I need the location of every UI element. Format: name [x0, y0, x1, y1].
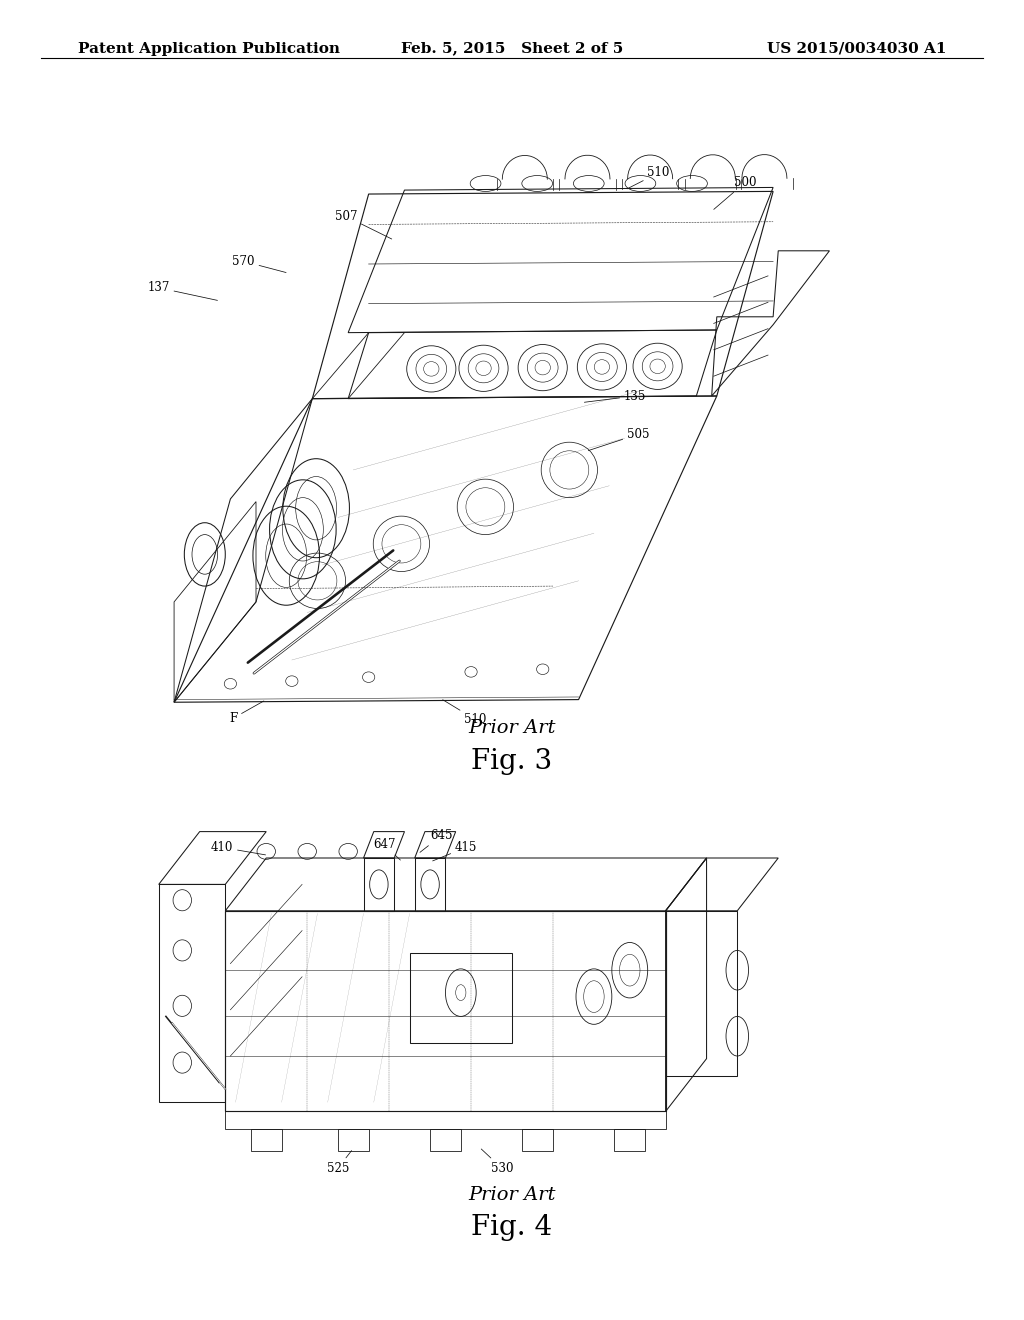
Text: 505: 505 — [589, 428, 649, 450]
Text: 500: 500 — [714, 176, 757, 210]
Text: F: F — [229, 701, 264, 725]
Text: 135: 135 — [585, 389, 646, 403]
Text: 410: 410 — [211, 841, 265, 855]
Text: 525: 525 — [327, 1151, 351, 1175]
Text: 645: 645 — [420, 829, 453, 853]
Text: Prior Art: Prior Art — [468, 719, 556, 737]
Text: Fig. 4: Fig. 4 — [471, 1214, 553, 1241]
Text: Feb. 5, 2015   Sheet 2 of 5: Feb. 5, 2015 Sheet 2 of 5 — [400, 41, 624, 55]
Text: 647: 647 — [373, 838, 400, 861]
Text: 415: 415 — [433, 841, 477, 861]
Text: Prior Art: Prior Art — [468, 1185, 556, 1204]
Text: Fig. 3: Fig. 3 — [471, 748, 553, 775]
Text: 507: 507 — [335, 210, 392, 239]
Text: 510: 510 — [627, 166, 670, 189]
Text: 137: 137 — [147, 281, 217, 301]
Text: Patent Application Publication: Patent Application Publication — [78, 41, 340, 55]
Text: 530: 530 — [481, 1148, 513, 1175]
Text: 510: 510 — [442, 700, 486, 726]
Text: 570: 570 — [232, 255, 286, 272]
Text: US 2015/0034030 A1: US 2015/0034030 A1 — [767, 41, 946, 55]
